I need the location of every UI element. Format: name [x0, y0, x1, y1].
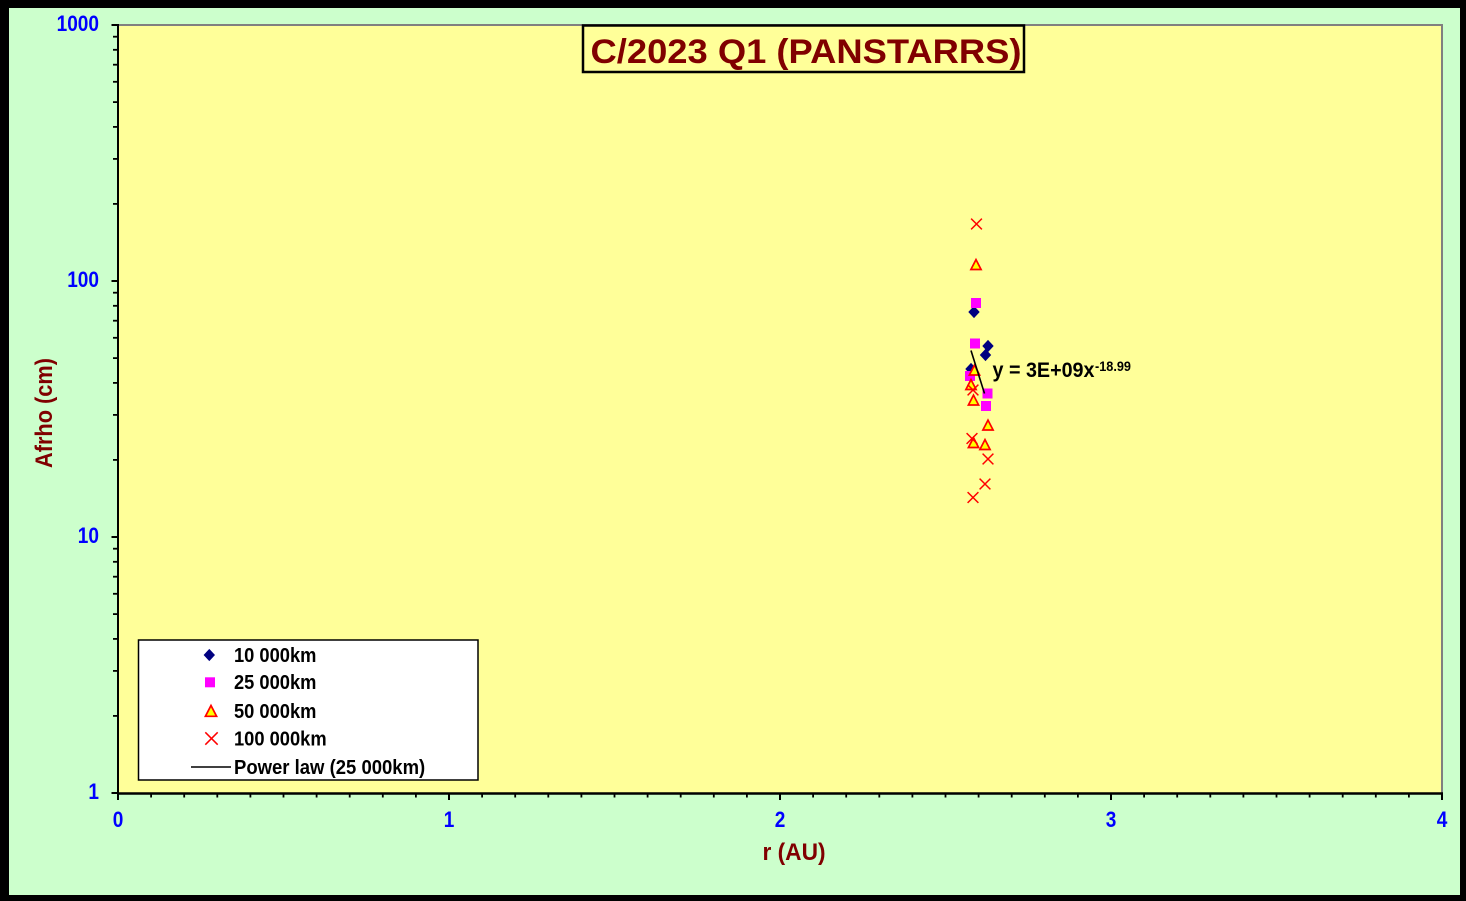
svg-text:50 000km: 50 000km: [234, 701, 316, 723]
svg-text:25 000km: 25 000km: [234, 672, 316, 694]
svg-text:r (AU): r (AU): [763, 839, 826, 866]
svg-text:4: 4: [1437, 807, 1448, 832]
svg-text:1: 1: [444, 807, 455, 832]
svg-text:1: 1: [88, 779, 99, 804]
svg-text:100: 100: [67, 267, 99, 292]
svg-text:-18.99: -18.99: [1095, 358, 1131, 374]
svg-text:10: 10: [78, 523, 99, 548]
svg-text:Afrho (cm): Afrho (cm): [31, 358, 58, 468]
svg-text:y = 3E+09x: y = 3E+09x: [993, 359, 1095, 382]
svg-text:10 000km: 10 000km: [234, 645, 316, 667]
svg-text:3: 3: [1106, 807, 1117, 832]
svg-text:0: 0: [113, 807, 124, 832]
svg-text:Power law (25 000km): Power law (25 000km): [234, 757, 425, 779]
svg-text:2: 2: [775, 807, 786, 832]
svg-text:100 000km: 100 000km: [234, 728, 327, 750]
svg-text:1000: 1000: [57, 11, 99, 36]
svg-text:C/2023 Q1 (PANSTARRS): C/2023 Q1 (PANSTARRS): [591, 33, 1022, 71]
